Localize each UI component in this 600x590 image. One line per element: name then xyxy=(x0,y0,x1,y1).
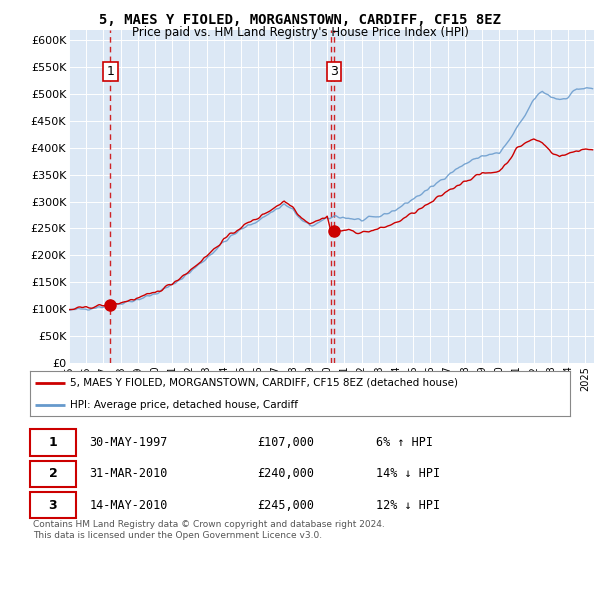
Text: 30-MAY-1997: 30-MAY-1997 xyxy=(89,436,168,449)
Text: 3: 3 xyxy=(49,499,57,512)
FancyBboxPatch shape xyxy=(30,429,76,455)
Text: 1: 1 xyxy=(49,436,58,449)
Text: 5, MAES Y FIOLED, MORGANSTOWN, CARDIFF, CF15 8EZ: 5, MAES Y FIOLED, MORGANSTOWN, CARDIFF, … xyxy=(99,13,501,27)
Text: 6% ↑ HPI: 6% ↑ HPI xyxy=(376,436,433,449)
Text: 12% ↓ HPI: 12% ↓ HPI xyxy=(376,499,440,512)
Text: 5, MAES Y FIOLED, MORGANSTOWN, CARDIFF, CF15 8EZ (detached house): 5, MAES Y FIOLED, MORGANSTOWN, CARDIFF, … xyxy=(71,378,458,388)
FancyBboxPatch shape xyxy=(30,492,76,519)
Text: Price paid vs. HM Land Registry's House Price Index (HPI): Price paid vs. HM Land Registry's House … xyxy=(131,26,469,39)
Text: £240,000: £240,000 xyxy=(257,467,314,480)
Text: HPI: Average price, detached house, Cardiff: HPI: Average price, detached house, Card… xyxy=(71,400,299,410)
FancyBboxPatch shape xyxy=(30,461,76,487)
Text: 2: 2 xyxy=(49,467,58,480)
Text: 14-MAY-2010: 14-MAY-2010 xyxy=(89,499,168,512)
Text: 3: 3 xyxy=(329,65,338,78)
Text: 31-MAR-2010: 31-MAR-2010 xyxy=(89,467,168,480)
Text: £245,000: £245,000 xyxy=(257,499,314,512)
Text: £107,000: £107,000 xyxy=(257,436,314,449)
Text: Contains HM Land Registry data © Crown copyright and database right 2024.: Contains HM Land Registry data © Crown c… xyxy=(33,520,385,529)
Text: This data is licensed under the Open Government Licence v3.0.: This data is licensed under the Open Gov… xyxy=(33,531,322,540)
Text: 14% ↓ HPI: 14% ↓ HPI xyxy=(376,467,440,480)
Text: 1: 1 xyxy=(107,65,115,78)
